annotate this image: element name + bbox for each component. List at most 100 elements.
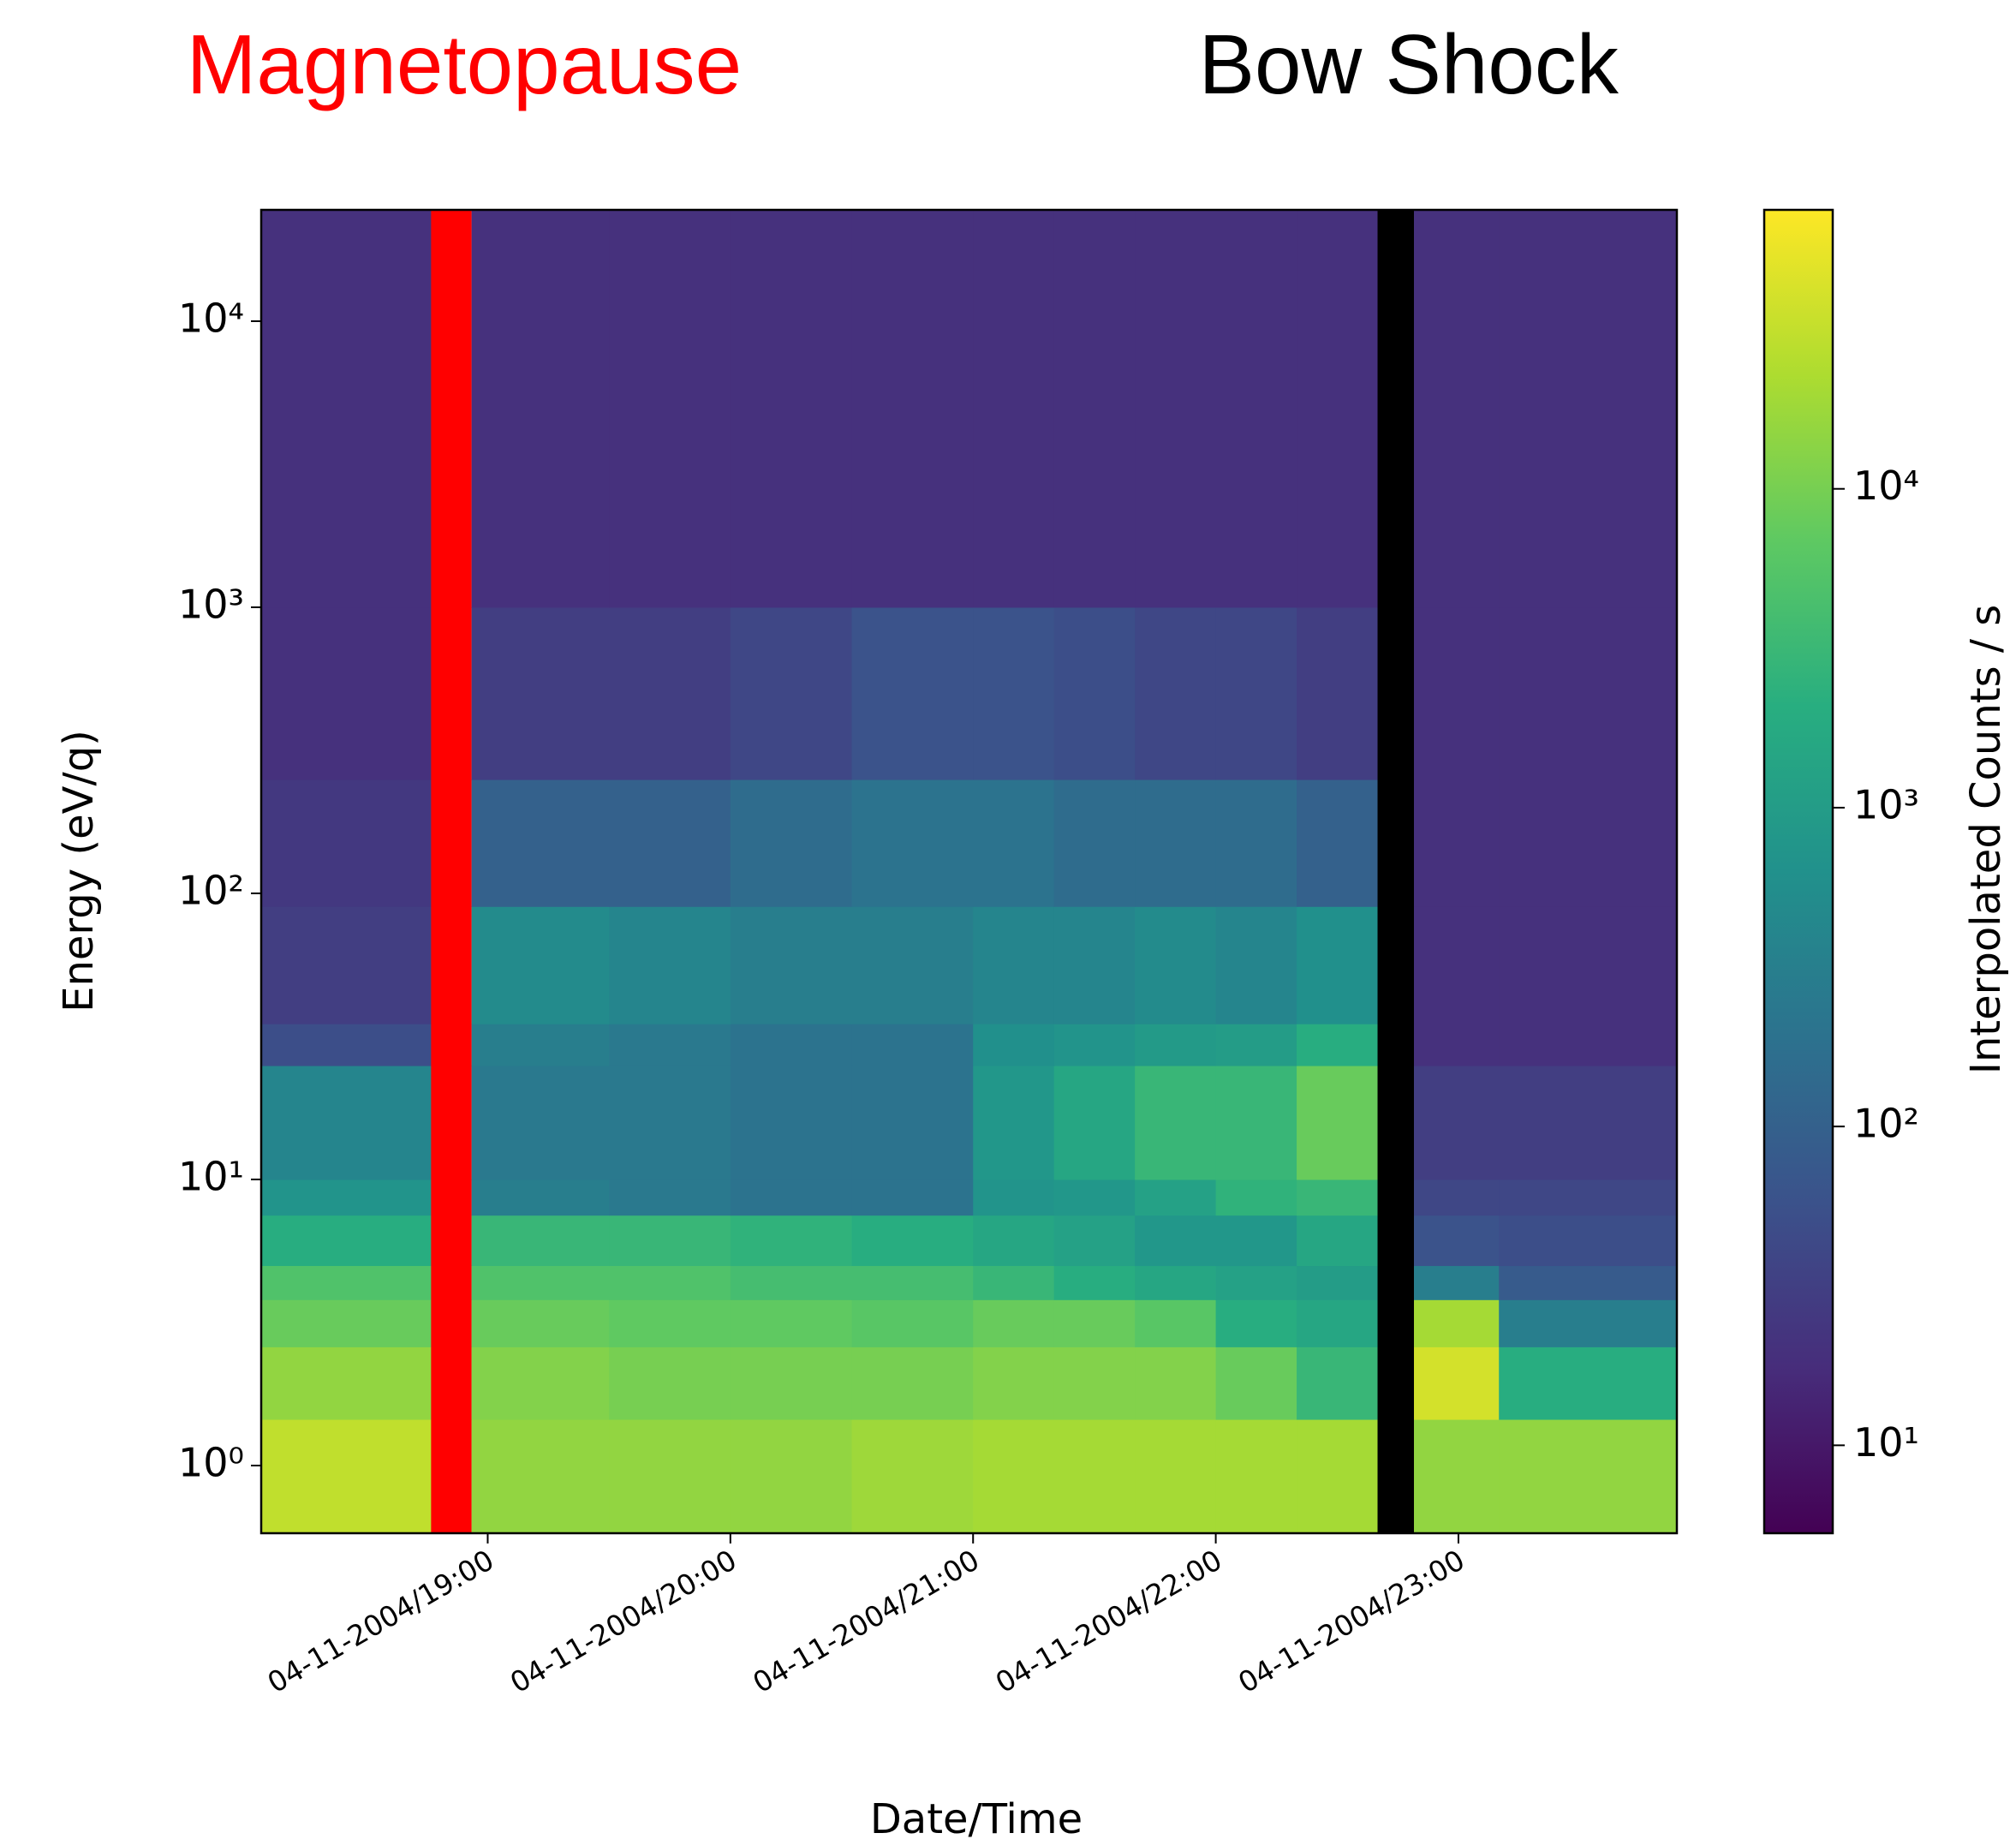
heatmap-cell bbox=[1215, 1346, 1297, 1420]
heatmap-cell bbox=[1135, 906, 1217, 1024]
heatmap-cell bbox=[1053, 1179, 1136, 1216]
heatmap-cell bbox=[1297, 1024, 1379, 1066]
heatmap-cell bbox=[261, 1215, 432, 1267]
heatmap-cell bbox=[261, 1179, 432, 1216]
heatmap-cell bbox=[1297, 1066, 1379, 1180]
heatmap-cell bbox=[1297, 210, 1379, 608]
heatmap-cell bbox=[1414, 779, 1500, 907]
heatmap-cell bbox=[1135, 606, 1217, 780]
heatmap-cell bbox=[1135, 210, 1217, 608]
heatmap-cell bbox=[471, 606, 610, 780]
heatmap-cell bbox=[851, 210, 974, 608]
heatmap-cell bbox=[851, 1419, 974, 1534]
heatmap-cell bbox=[730, 1024, 853, 1066]
heatmap-cell bbox=[730, 210, 853, 608]
heatmap-cell bbox=[851, 779, 974, 907]
heatmap-cell bbox=[1135, 779, 1217, 907]
heatmap-cell bbox=[973, 906, 1055, 1024]
heatmap-cell bbox=[261, 1024, 432, 1066]
colorbar-tick-label: 10¹ bbox=[1853, 1419, 1919, 1466]
heatmap-cell bbox=[1053, 1346, 1136, 1420]
heatmap-cell bbox=[851, 1179, 974, 1216]
heatmap-cell bbox=[1499, 606, 1678, 780]
heatmap-cell bbox=[261, 779, 432, 907]
heatmap-cell bbox=[1499, 779, 1678, 907]
heatmap-cell bbox=[1414, 606, 1500, 780]
heatmap-cell bbox=[261, 210, 432, 608]
heatmap-cell bbox=[1215, 1419, 1297, 1534]
heatmap-cell bbox=[730, 606, 853, 780]
heatmap-cell bbox=[609, 1179, 731, 1216]
heatmap-cell bbox=[1297, 1346, 1379, 1420]
heatmap-cell bbox=[1215, 906, 1297, 1024]
heatmap-cell bbox=[1053, 1024, 1136, 1066]
heatmap-cell bbox=[1414, 1299, 1500, 1347]
colorbar bbox=[1763, 208, 1834, 1535]
heatmap-cell bbox=[609, 210, 731, 608]
heatmap-cell bbox=[471, 1179, 610, 1216]
plot-frame bbox=[259, 208, 1679, 1535]
heatmap-cell bbox=[1499, 1179, 1678, 1216]
heatmap-cell bbox=[1215, 1299, 1297, 1347]
heatmap-cell bbox=[1297, 1179, 1379, 1216]
heatmap-cell bbox=[973, 1299, 1055, 1347]
heatmap-cell bbox=[1297, 1265, 1379, 1300]
heatmap-cell bbox=[471, 1346, 610, 1420]
heatmap-cell bbox=[973, 1265, 1055, 1300]
x-tick-label: 04-11-2004/23:00 bbox=[1232, 1543, 1470, 1699]
heatmap-cell bbox=[1053, 210, 1136, 608]
heatmap-cell bbox=[1414, 906, 1500, 1024]
heatmap-cell bbox=[609, 1024, 731, 1066]
colorbar-tick-label: 10³ bbox=[1853, 781, 1919, 827]
heatmap-cell bbox=[1297, 1299, 1379, 1347]
heatmap-cell bbox=[1215, 1179, 1297, 1216]
heatmap-cell bbox=[973, 1066, 1055, 1180]
colorbar-label: Interpolated Counts / s bbox=[1962, 605, 2010, 1075]
heatmap-cell bbox=[609, 606, 731, 780]
heatmap-cell bbox=[851, 1265, 974, 1300]
heatmap-cell bbox=[973, 1215, 1055, 1267]
heatmap-cell bbox=[1135, 1215, 1217, 1267]
heatmap-cell bbox=[1499, 1215, 1678, 1267]
heatmap-cell bbox=[1297, 1419, 1379, 1534]
y-tick-label: 10¹ bbox=[178, 1153, 244, 1199]
x-tick-label: 04-11-2004/22:00 bbox=[990, 1543, 1228, 1699]
heatmap-cell bbox=[730, 1179, 853, 1216]
y-tick-label: 10³ bbox=[178, 581, 244, 627]
y-tick-label: 10⁴ bbox=[178, 295, 244, 341]
heatmap-cell bbox=[851, 1299, 974, 1347]
y-tick-label: 10² bbox=[178, 867, 244, 913]
heatmap-cell bbox=[1414, 1066, 1500, 1180]
y-tick-label: 10⁰ bbox=[178, 1439, 244, 1485]
heatmap-cell bbox=[261, 1299, 432, 1347]
heatmap-cell bbox=[851, 606, 974, 780]
heatmap-cell bbox=[1297, 779, 1379, 907]
event-band bbox=[1377, 210, 1415, 1533]
heatmap-cell bbox=[1414, 1024, 1500, 1066]
heatmap-cell bbox=[1414, 210, 1500, 608]
heatmap-cell bbox=[1135, 1024, 1217, 1066]
heatmap-cell bbox=[609, 1346, 731, 1420]
heatmap-cell bbox=[1499, 1024, 1678, 1066]
heatmap-cell bbox=[471, 906, 610, 1024]
heatmap-cell bbox=[1499, 906, 1678, 1024]
heatmap-cell bbox=[1499, 1299, 1678, 1347]
heatmap-cell bbox=[1053, 779, 1136, 907]
colorbar-tick-label: 10² bbox=[1853, 1101, 1919, 1147]
heatmap-cell bbox=[851, 1215, 974, 1267]
heatmap-cell bbox=[471, 779, 610, 907]
heatmap-cell bbox=[609, 1419, 731, 1534]
colorbar-tick-label: 10⁴ bbox=[1853, 463, 1919, 509]
heatmap-cell bbox=[1053, 1299, 1136, 1347]
heatmap-cell bbox=[1499, 1419, 1678, 1534]
heatmap-cell bbox=[730, 1066, 853, 1180]
heatmap-cell bbox=[730, 1265, 853, 1300]
heatmap-cell bbox=[973, 1024, 1055, 1066]
heatmap-cell bbox=[1499, 1346, 1678, 1420]
heatmap-cell bbox=[609, 906, 731, 1024]
heatmap-cell bbox=[1135, 1299, 1217, 1347]
heatmap-cell bbox=[1053, 1419, 1136, 1534]
heatmap-cell bbox=[973, 606, 1055, 780]
heatmap-cell bbox=[851, 1066, 974, 1180]
